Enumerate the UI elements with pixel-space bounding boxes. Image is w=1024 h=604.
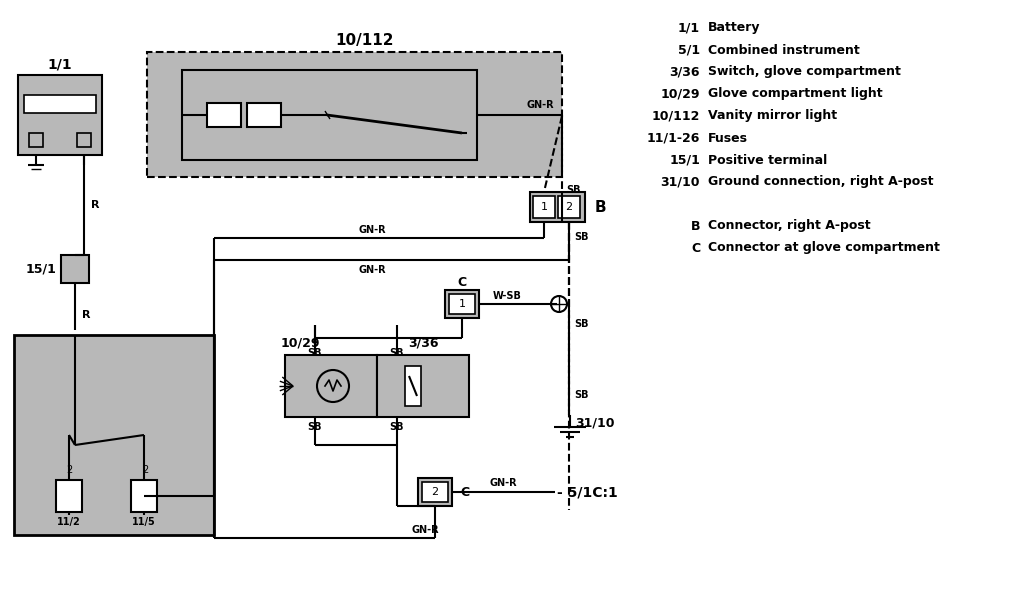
Text: 31/10: 31/10 [575,417,614,429]
Bar [147,52,562,177]
Text: 10/29: 10/29 [660,88,700,100]
Text: Combined instrument: Combined instrument [708,43,860,57]
Text: - 5/1C:1: - 5/1C:1 [557,485,617,499]
Text: GN-R: GN-R [412,525,439,535]
Text: R: R [91,200,99,210]
Bar [77,133,91,147]
Bar [18,75,102,155]
Bar [534,196,555,218]
Text: SB: SB [308,422,323,432]
Text: 1: 1 [541,202,548,212]
Bar [377,355,469,417]
Text: B: B [690,219,700,233]
Text: C: C [460,486,469,498]
Text: 15/1: 15/1 [26,263,56,275]
Text: SB: SB [566,185,581,195]
Bar [207,103,241,127]
Text: 10/112: 10/112 [651,109,700,123]
Text: 1: 1 [459,299,466,309]
Text: SB: SB [390,422,404,432]
Text: 11/5: 11/5 [132,517,156,527]
Text: 3/36: 3/36 [408,336,438,350]
Bar [449,294,475,314]
Bar [418,478,452,506]
Bar [406,366,421,406]
Text: 2: 2 [431,487,438,497]
Text: Fuses: Fuses [708,132,748,144]
Text: Connector at glove compartment: Connector at glove compartment [708,242,940,254]
Text: SB: SB [308,348,323,358]
Text: R: R [82,310,90,320]
Text: Connector, right A-post: Connector, right A-post [708,219,870,233]
Text: Switch, glove compartment: Switch, glove compartment [708,65,901,79]
Bar [182,70,477,160]
Text: 1/1: 1/1 [678,22,700,34]
Bar [422,482,449,502]
Text: GN-R: GN-R [358,225,386,235]
Text: SB: SB [574,390,589,400]
Text: GN-R: GN-R [489,478,517,488]
Text: 15/1: 15/1 [669,153,700,167]
Bar [558,196,580,218]
Text: Positive terminal: Positive terminal [708,153,827,167]
Text: SB: SB [574,319,589,329]
Bar [56,480,82,512]
Bar [14,335,214,535]
Text: C: C [458,275,467,289]
Text: Battery: Battery [708,22,761,34]
Text: 2: 2 [565,202,572,212]
Text: 11/2: 11/2 [57,517,81,527]
Text: 2: 2 [66,465,72,475]
Text: 11/1-26: 11/1-26 [646,132,700,144]
Text: GN-R: GN-R [526,100,554,110]
Text: SB: SB [574,232,589,242]
Text: 10/29: 10/29 [281,336,321,350]
Text: GN-R: GN-R [358,265,386,275]
Bar [247,103,281,127]
Text: 1/1: 1/1 [48,58,73,72]
Bar [530,192,585,222]
Text: W-SB: W-SB [493,291,521,301]
Text: Ground connection, right A-post: Ground connection, right A-post [708,176,934,188]
Text: C: C [691,242,700,254]
Text: 2: 2 [142,465,148,475]
Bar [61,255,89,283]
Bar [24,95,96,113]
Text: B: B [595,199,606,214]
Text: SB: SB [390,348,404,358]
Text: 31/10: 31/10 [660,176,700,188]
Bar [445,290,479,318]
Text: Vanity mirror light: Vanity mirror light [708,109,838,123]
Bar [131,480,157,512]
Text: 5/1: 5/1 [678,43,700,57]
Text: 10/112: 10/112 [335,33,394,48]
Bar [285,355,377,417]
Bar [29,133,43,147]
Text: 3/36: 3/36 [670,65,700,79]
Text: Glove compartment light: Glove compartment light [708,88,883,100]
